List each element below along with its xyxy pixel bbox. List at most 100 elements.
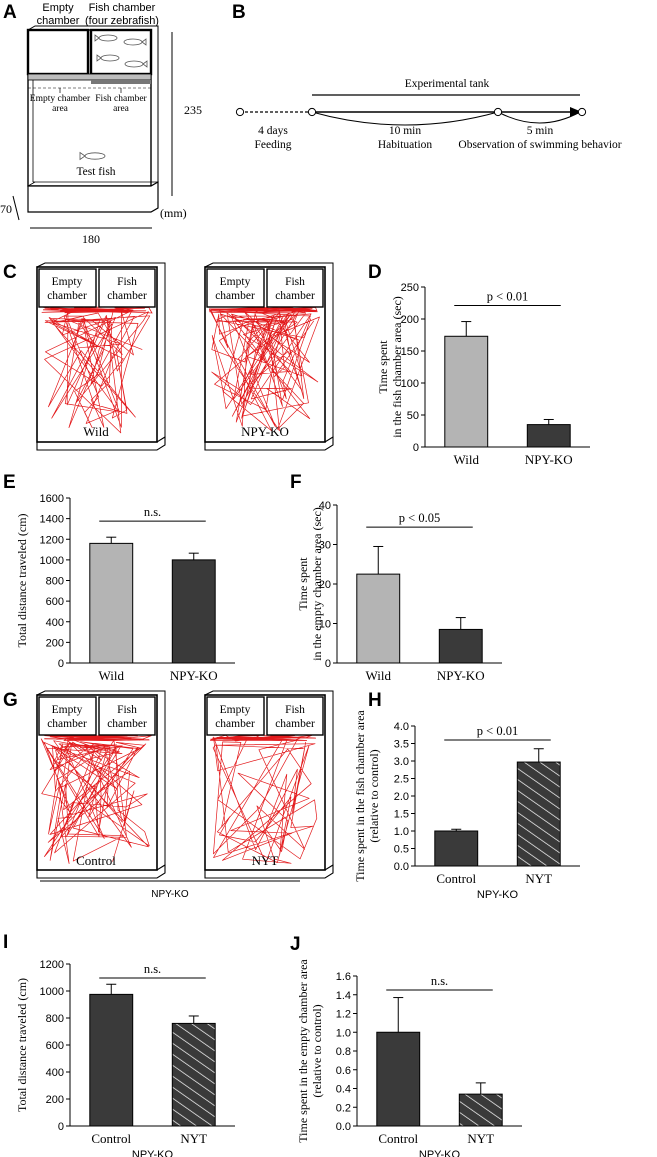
panel-letter-f: F [290, 472, 302, 493]
chamber-empty-line1: Empty [220, 704, 251, 716]
chamber-base [27, 73, 152, 81]
chamber-fish-line2: chamber [107, 290, 147, 302]
y-tick-label: 4.0 [394, 721, 409, 733]
y-tick-label: 100 [401, 378, 419, 390]
chamber-empty-line2: chamber [215, 290, 255, 302]
fish-area-label-line2: area [113, 104, 130, 114]
y-tick-label: 0.0 [394, 861, 409, 873]
empty-chamber-title-line2: chamber [37, 15, 80, 27]
y-tick-label: 10 [319, 619, 331, 631]
step3-line2: Observation of swimming behavior [458, 139, 621, 151]
y-tick-label: 2.5 [394, 774, 409, 786]
y-tick-label: 0.8 [336, 1046, 351, 1058]
caption-npy-ko-group: NPY-KO [151, 889, 189, 900]
y-axis-label: Total distance traveled (cm) [15, 513, 29, 647]
empty-chamber-title-line1: Empty [42, 2, 74, 14]
category-label: NPY-KO [525, 452, 573, 467]
y-tick-label: 1.6 [336, 971, 351, 983]
timeline-node-3 [493, 107, 503, 117]
fish-area-label-line1: Fish chamber [95, 94, 147, 104]
fish-chamber-box [266, 696, 324, 736]
y-tick-label: 1400 [40, 514, 64, 526]
category-label: NYT [467, 1131, 494, 1146]
chart-d: D 0 50 100 150 200 250 Time spent in the fish ch… [368, 262, 590, 467]
y-tick-label: 3.5 [394, 739, 409, 751]
y-tick-label: 1.0 [336, 1027, 351, 1039]
empty-chamber-box [38, 268, 97, 308]
bar-nyt [516, 761, 561, 867]
y-axis-label: Total distance traveled (cm) [15, 978, 29, 1112]
y-tick-label: 1200 [40, 959, 64, 971]
y-tick-label: 1000 [40, 555, 64, 567]
chamber-fish-line2: chamber [275, 718, 315, 730]
category-label: NPY-KO [437, 668, 485, 683]
y-tick-label: 150 [401, 346, 419, 358]
chart-h: H 0.0 0.5 1.0 1.5 2.0 2.5 3.0 3.5 4.0 Time spent i… [353, 690, 580, 901]
y-tick-label: 1.5 [394, 809, 409, 821]
panel-letter-h: H [368, 690, 382, 711]
y-tick-label: 1600 [40, 493, 64, 505]
chart-i: I 0 200 400 600 800 1000 1200 Total distance tra… [3, 932, 235, 1157]
panel-letter-b: B [232, 2, 246, 23]
empty-chamber-box [26, 28, 90, 76]
caption-npy-ko: NPY-KO [241, 424, 289, 439]
y-tick-label: 0 [58, 658, 64, 670]
chamber-empty-line2: chamber [47, 718, 87, 730]
bar-wild [444, 335, 489, 448]
significance-label: n.s. [144, 962, 161, 976]
empty-chamber-box [38, 696, 97, 736]
step1-line1: 4 days [258, 125, 288, 137]
test-fish-label: Test fish [76, 166, 115, 178]
y-tick-label: 0.4 [336, 1084, 351, 1096]
significance-label: n.s. [431, 974, 448, 988]
tank-npy-ko: Empty chamber Fish chamber [204, 262, 334, 451]
swim-trace [212, 736, 318, 864]
y-tick-label: 200 [401, 314, 419, 326]
chart-j: J 0.0 0.2 0.4 0.6 0.8 1.0 1.2 1.4 1.6 Time spent i… [290, 934, 522, 1157]
timeline-node-1 [235, 107, 245, 117]
step2-line1: 10 min [389, 125, 422, 137]
y-axis-label: in the fish chamber area (sec) [390, 296, 404, 438]
dimension-depth: 70 [0, 202, 12, 216]
fish-chamber-box [266, 268, 324, 308]
y-axis-label: Time spent in the fish chamber area [353, 710, 367, 882]
fish-chamber-box [98, 268, 156, 308]
swim-trace-dense [210, 734, 317, 742]
y-axis-label: in the empty chamber area (sec) [310, 507, 324, 661]
panel-letter-j: J [290, 934, 301, 955]
tank-base [27, 180, 159, 213]
y-tick-label: 0 [413, 442, 419, 454]
step1-line2: Feeding [254, 139, 291, 151]
y-tick-label: 200 [46, 1094, 64, 1106]
chamber-fish-line1: Fish [285, 704, 305, 716]
fish-chamber-title-line1: Fish chamber [89, 2, 156, 14]
y-tick-label: 0.6 [336, 1065, 351, 1077]
fish-chamber-box [98, 696, 156, 736]
swim-trace-dense [208, 306, 318, 314]
y-axis-label: Time spent [296, 557, 310, 611]
y-axis-label: Time spent in the empty chamber area [296, 959, 310, 1143]
fish-chamber-strip [91, 80, 151, 84]
category-label: NYT [180, 1131, 207, 1146]
observation-arc [497, 111, 581, 124]
tank-control: Empty chamber Fish chamber [36, 690, 166, 879]
panel-g: G Empty chamber Fish chamber Empty chamber Fi… [3, 690, 334, 900]
bar-nyt [171, 1022, 216, 1127]
y-tick-label: 50 [407, 410, 419, 422]
chamber-fish-line1: Fish [117, 704, 137, 716]
y-tick-label: 1.0 [394, 826, 409, 838]
significance-label: n.s. [144, 505, 161, 519]
panel-letter-a: A [3, 2, 17, 23]
y-tick-label: 400 [46, 617, 64, 629]
y-tick-label: 0.5 [394, 844, 409, 856]
timeline-arrow [570, 107, 582, 117]
panel-letter-i: I [3, 932, 8, 953]
bar-npy-ko [526, 424, 571, 448]
chamber-empty-line1: Empty [52, 276, 83, 288]
caption-control: Control [76, 853, 116, 868]
bar-control [376, 1031, 421, 1127]
y-tick-label: 0 [325, 658, 331, 670]
swim-trace [40, 737, 150, 864]
